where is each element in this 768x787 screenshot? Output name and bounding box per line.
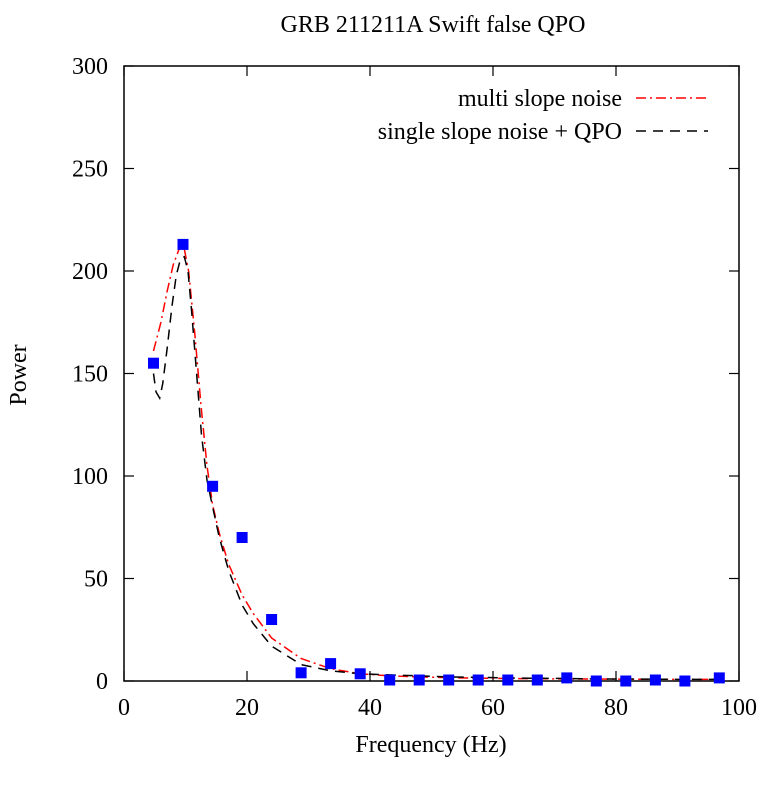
x-tick-labels: 0 20 40 60 80 100: [118, 695, 757, 721]
legend-label: single slope noise + QPO: [378, 119, 622, 145]
y-axis-label: Power: [6, 344, 32, 405]
plot-frame: [123, 65, 740, 682]
data-point: [649, 674, 661, 686]
x-tick-label: 80: [604, 695, 628, 721]
data-point: [590, 675, 602, 687]
data-point: [236, 532, 248, 543]
y-tick-labels: 0 50 100 150 200 250 300: [72, 54, 108, 695]
data-point: [413, 674, 425, 686]
data-point: [384, 674, 396, 686]
y-tick-label: 100: [72, 464, 108, 490]
data-point: [148, 357, 159, 369]
y-tick-label: 150: [72, 362, 108, 388]
y-tick-label: 50: [84, 567, 108, 593]
data-point: [679, 675, 691, 687]
legend-label: multi slope noise: [458, 86, 622, 112]
data-point: [266, 614, 278, 625]
chart-title: GRB 211211A Swift false QPO: [281, 12, 586, 38]
x-tick-label: 40: [358, 695, 382, 721]
data-point: [325, 658, 337, 670]
data-point: [561, 672, 573, 684]
x-tick-label: 0: [118, 695, 130, 721]
data-point: [713, 672, 725, 684]
x-tick-label: 20: [235, 695, 259, 721]
series-lines: [152, 240, 720, 681]
y-tick-label: 300: [72, 54, 108, 80]
data-point: [177, 238, 189, 250]
data-point: [502, 674, 514, 686]
axis-ticks: [123, 65, 740, 682]
y-tick-label: 0: [96, 669, 108, 695]
data-point: [531, 674, 543, 686]
data-points: [148, 238, 725, 687]
data-point: [472, 674, 484, 686]
x-axis-label: Frequency (Hz): [355, 732, 506, 758]
data-point: [295, 667, 307, 679]
series-line-2: [152, 255, 720, 681]
data-point: [354, 668, 366, 680]
data-point: [207, 480, 219, 492]
data-point: [620, 675, 632, 687]
y-tick-label: 250: [72, 157, 108, 183]
series-line-1: [152, 240, 720, 681]
x-tick-label: 100: [721, 695, 757, 721]
x-tick-label: 60: [481, 695, 505, 721]
y-tick-label: 200: [72, 259, 108, 285]
data-point: [443, 674, 455, 686]
legend: multi slope noise single slope noise + QP…: [378, 86, 708, 145]
